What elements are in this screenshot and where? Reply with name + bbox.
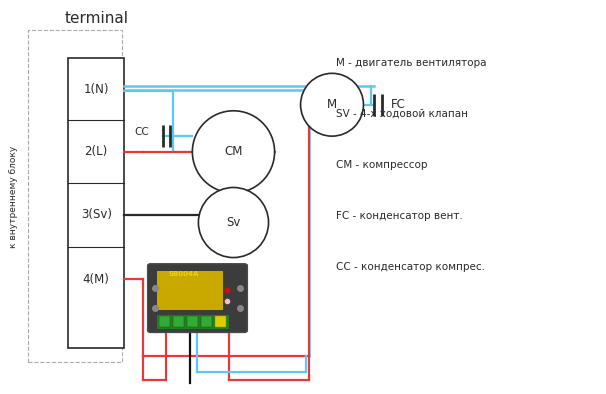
FancyBboxPatch shape (148, 264, 247, 333)
Ellipse shape (192, 111, 275, 193)
Bar (215, 316, 226, 327)
Text: terminal: terminal (64, 11, 128, 26)
Text: М - двигатель вентилятора: М - двигатель вентилятора (336, 58, 487, 68)
Bar (157, 315, 229, 329)
Text: SB004A: SB004A (168, 271, 199, 277)
Ellipse shape (301, 73, 364, 136)
Text: М: М (327, 98, 337, 111)
Text: Sv: Sv (226, 216, 241, 229)
Bar (187, 316, 198, 327)
Bar (68, 58, 124, 348)
Text: 1(N): 1(N) (84, 82, 109, 95)
Text: СМ: СМ (224, 145, 242, 158)
Text: FC: FC (391, 98, 405, 111)
Bar (159, 316, 170, 327)
Text: 2(L): 2(L) (85, 145, 108, 158)
Text: СС - конденсатор компрес.: СС - конденсатор компрес. (336, 262, 485, 272)
Text: СМ - компрессор: СМ - компрессор (336, 160, 428, 170)
Text: СС: СС (135, 127, 150, 137)
Bar (201, 316, 212, 327)
Bar (173, 316, 184, 327)
Text: к внутреннему блоку: к внутреннему блоку (10, 146, 19, 248)
Text: 4(M): 4(M) (83, 273, 110, 286)
Ellipse shape (198, 188, 268, 258)
Text: FC - конденсатор вент.: FC - конденсатор вент. (336, 211, 463, 221)
Bar (28, 30, 122, 362)
Text: SV - 4-х ходовой клапан: SV - 4-х ходовой клапан (336, 109, 468, 119)
Text: 3(Sv): 3(Sv) (81, 208, 112, 221)
Bar (157, 271, 223, 310)
